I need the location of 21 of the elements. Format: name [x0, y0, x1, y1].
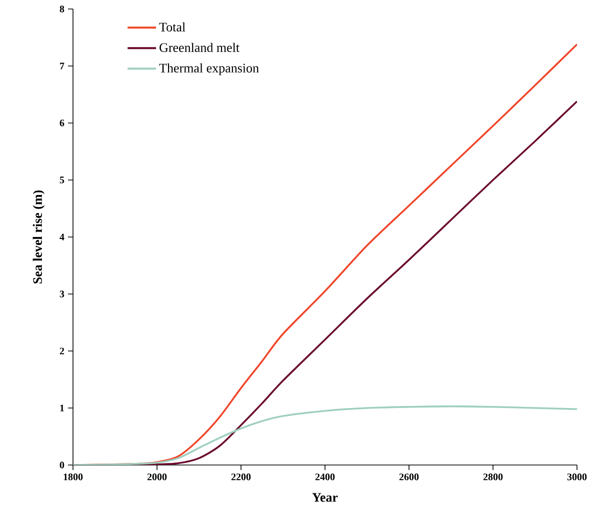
y-tick-label: 6: [60, 120, 64, 126]
y-tick-label: 4: [60, 234, 64, 240]
x-tick-label: 2000: [147, 474, 167, 480]
x-tick-label: 2800: [483, 474, 503, 480]
x-tick-label: 2400: [315, 474, 335, 480]
x-axis-title: Year: [312, 493, 338, 502]
y-tick-label: 3: [60, 290, 64, 298]
y-tick-label: 2: [60, 348, 64, 354]
y-tick-label: 1: [60, 404, 64, 412]
y-tick-label: 0: [60, 462, 64, 468]
y-tick-label: 7: [60, 62, 64, 70]
legend-label: Thermal expansion: [159, 63, 259, 76]
x-tick-label: 2600: [399, 474, 419, 480]
y-tick-label: 8: [60, 6, 64, 12]
y-axis-title: Sea level rise (m): [32, 190, 45, 284]
legend-label: Total: [159, 22, 186, 32]
x-tick-label: 2200: [231, 474, 251, 480]
legend-label: Greenland melt: [160, 42, 240, 52]
y-tick-label: 5: [60, 176, 64, 184]
x-tick-label: 3000: [567, 474, 587, 480]
x-tick-label: 1800: [64, 474, 83, 480]
